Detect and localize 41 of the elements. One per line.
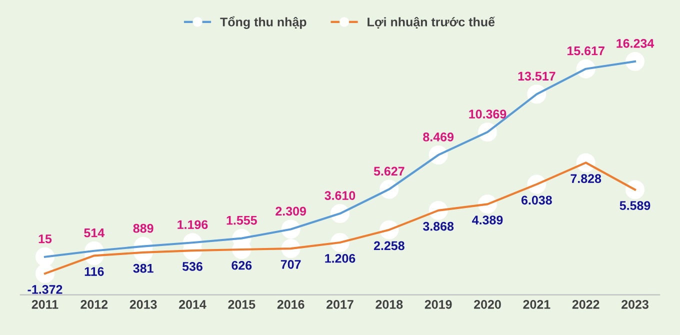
x-tick-label: 2011 (32, 300, 58, 309)
data-label: 626 (232, 260, 252, 270)
data-label: 13.517 (518, 72, 556, 81)
data-label: 514 (84, 228, 105, 238)
x-tick-label: 2016 (277, 300, 304, 309)
data-label: 2.309 (276, 206, 306, 216)
data-label: 707 (280, 260, 301, 269)
data-label: 381 (133, 264, 154, 273)
x-tick-label: 2013 (130, 300, 157, 309)
data-label: 15 (38, 234, 52, 244)
data-label: 1.555 (226, 216, 257, 225)
x-tick-label: 2012 (80, 300, 108, 309)
legend-label: Lợi nhuận trước thuế (368, 16, 495, 29)
data-label: 2.258 (374, 241, 404, 250)
x-tick-label: 2022 (572, 300, 600, 309)
x-tick-label: 2015 (228, 300, 256, 309)
x-tick-label: 2019 (424, 300, 452, 309)
x-tick-label: 2020 (474, 300, 501, 309)
data-label: 7.828 (570, 174, 602, 184)
data-label: -1.372 (28, 285, 62, 294)
data-label: 6.038 (521, 196, 552, 205)
data-label: 10.369 (469, 110, 506, 119)
data-label: 4.389 (472, 216, 503, 224)
data-label: 8.469 (423, 132, 454, 142)
legend-label: Tổng thu nhập (220, 16, 306, 29)
data-label: 3.868 (422, 222, 454, 231)
x-tick-label: 2018 (376, 300, 403, 309)
x-tick-label: 2023 (622, 300, 648, 309)
x-tick-label: 2014 (179, 300, 206, 309)
data-label: 1.206 (325, 254, 356, 263)
x-tick-label: 2017 (326, 300, 354, 309)
data-label: 15.617 (568, 46, 604, 56)
data-label: 889 (133, 224, 154, 233)
data-label: 3.610 (324, 191, 356, 200)
data-label: 16.234 (616, 38, 654, 48)
data-label: 5.589 (620, 201, 650, 210)
data-label: 5.627 (374, 166, 404, 176)
data-label: 536 (182, 262, 202, 271)
data-label: 116 (84, 267, 104, 276)
x-tick-label: 2021 (523, 300, 550, 309)
data-label: 1.196 (178, 220, 208, 230)
